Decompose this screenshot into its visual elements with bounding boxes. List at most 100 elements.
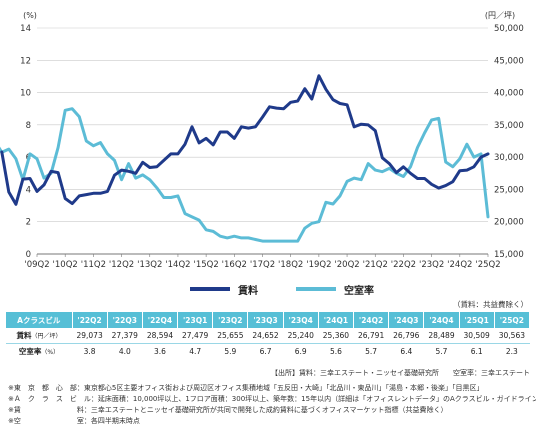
right-tick-label: 35,000: [494, 121, 524, 131]
legend-rent: 賃料: [190, 281, 258, 297]
vacancy-cell: 3.8: [83, 347, 96, 356]
x-axis: '09Q2 '10Q2'11Q2'12Q2'13Q2'14Q2'15Q2 '16Q2…: [24, 254, 501, 270]
x-tick-label: '10Q2: [53, 260, 78, 270]
vacancy-cell: 4.7: [189, 347, 202, 356]
left-tick-label: 12: [20, 56, 31, 66]
vacancy-row-label: 空室率（%）: [6, 344, 72, 360]
rent-line: [0, 74, 490, 206]
right-tick-label: 25,000: [494, 185, 524, 195]
rent-cell: 25,240: [283, 328, 319, 344]
right-axis-unit: (円／坪): [485, 11, 515, 20]
legend-vacancy: 空室率: [296, 281, 374, 297]
x-tick-label: '14Q2: [165, 260, 190, 270]
vacancy-line: [0, 107, 490, 243]
vacancy-cell: 6.9: [294, 347, 307, 356]
quarter-header: '25Q1: [459, 312, 495, 328]
quarter-header: '23Q3: [247, 312, 284, 328]
x-tick-label: '17Q2: [250, 260, 275, 270]
x-tick-label: '09Q2: [24, 260, 49, 270]
table-vacancy-row: 空室率（%） 3.8 4.0 3.6 4.7 5.9 6.7 6.9 5.6 5.7 6.4 5.7…: [6, 344, 530, 360]
quarter-header: '24Q1: [318, 312, 355, 328]
x-tick-label: '19Q2: [306, 260, 331, 270]
quarter-header: '23Q2: [212, 312, 249, 328]
x-tick-label: '22Q2: [391, 260, 416, 270]
rent-cell: 28,594: [142, 328, 178, 344]
right-tick-label: 40,000: [494, 89, 524, 99]
x-tick-label: '20Q2: [334, 260, 359, 270]
right-tick-label: 30,000: [494, 153, 524, 163]
note-line: ※Ａ ク ラ ス ビ ル：延床面積：10,000坪以上、1フロア面積：300坪以…: [8, 395, 536, 403]
right-axis: 15,000 20,000 25,000 30,000 35,000 40,000 45,0…: [494, 24, 524, 260]
x-tick-label: '16Q2: [222, 260, 247, 270]
quarter-header: '24Q3: [388, 312, 425, 328]
note-line: ※東 京 都 心 部：東京都心5区主要オフィス街および周辺区オフィス集積地域「五…: [8, 384, 484, 392]
series-layer: [0, 74, 490, 243]
vacancy-label-text: 空室率: [18, 347, 42, 356]
quarter-header: '22Q4: [142, 312, 179, 328]
quarter-header: '24Q4: [423, 312, 460, 328]
rent-cell: 27,479: [177, 328, 213, 344]
left-tick-label: 4: [26, 185, 31, 195]
right-tick-label: 45,000: [494, 56, 524, 66]
source-line: 【出所】賃料：三幸エステート・ニッセイ基礎研究所 空室率：三幸エステート: [271, 369, 530, 377]
left-tick-label: 14: [20, 24, 31, 34]
rent-row-label: 賃料（円／坪）: [6, 328, 72, 344]
vacancy-cell: 5.9: [224, 347, 237, 356]
vacancy-cell: 5.6: [329, 347, 342, 356]
rent-cell: 25,655: [212, 328, 248, 344]
right-tick-label: 20,000: [494, 218, 524, 228]
vacancy-cell: 5.7: [435, 347, 448, 356]
left-tick-label: 0: [26, 250, 31, 260]
quarter-header: '22Q2: [72, 312, 108, 328]
table-rent-row: 賃料（円／坪） 29,073 27,379 28,594 27,479 25,655 24…: [6, 328, 530, 344]
table-corner: Aクラスビル: [6, 312, 73, 328]
note-line: ※賃 料：三幸エステートとニッセイ基礎研究所が共同で開発した成約賃料に基づくオフ…: [8, 406, 448, 414]
data-table: Aクラスビル '22Q2'22Q3'22Q4'23Q1'23Q2'23Q3'23…: [6, 312, 531, 360]
right-tick-label: 15,000: [494, 250, 524, 260]
quarter-header: '22Q3: [107, 312, 143, 328]
x-tick-label: '12Q2: [109, 260, 134, 270]
x-tick-label: '18Q2: [278, 260, 303, 270]
x-tick-label: '21Q2: [363, 260, 388, 270]
legend-rent-label: 賃料: [238, 285, 258, 297]
left-axis-unit: (%): [23, 11, 37, 20]
rent-cell: 26,796: [388, 328, 424, 344]
table-header-row: Aクラスビル '22Q2'22Q3'22Q4'23Q1'23Q2'23Q3'23…: [6, 312, 531, 328]
rent-unit-text: （円／坪）: [31, 333, 62, 340]
rent-cell: 30,509: [459, 328, 495, 344]
vacancy-cell: 3.6: [154, 347, 166, 356]
notes: 【出所】賃料：三幸エステート・ニッセイ基礎研究所 空室率：三幸エステート ※東 …: [8, 368, 536, 427]
vacancy-cell: 4.0: [118, 347, 131, 356]
quarter-header: '24Q2: [353, 312, 390, 328]
x-tick-label: '11Q2: [81, 260, 106, 270]
quarter-header: '25Q2: [494, 312, 531, 328]
rent-cell: 29,073: [72, 328, 108, 344]
x-tick-label: '24Q2: [447, 260, 472, 270]
rent-label-text: 賃料: [16, 331, 32, 340]
x-tick-label: '15Q2: [193, 260, 218, 270]
vacancy-unit-text: （%）: [41, 349, 60, 356]
vacancy-cell: 2.3: [505, 347, 518, 356]
legend-rent-swatch: [190, 287, 230, 291]
rent-cell: 30,563: [494, 328, 530, 344]
legend-vacancy-swatch: [296, 287, 336, 291]
left-tick-label: 2: [26, 218, 31, 228]
vacancy-cell: 6.1: [470, 347, 483, 356]
rent-cell: 27,379: [107, 328, 143, 344]
vacancy-cell: 5.7: [365, 347, 378, 356]
left-tick-label: 10: [20, 89, 31, 99]
rent-cell: 28,489: [423, 328, 460, 344]
rent-cell: 24,652: [247, 328, 284, 344]
right-tick-label: 50,000: [494, 24, 524, 34]
quarter-header: '23Q4: [283, 312, 319, 328]
left-tick-label: 8: [26, 121, 31, 131]
vacancy-cell: 6.7: [259, 347, 272, 356]
vacancy-cell: 6.4: [400, 347, 413, 356]
rent-cell: 26,791: [353, 328, 389, 344]
quarter-header: '23Q1: [177, 312, 214, 328]
legend: 賃料 空室率: [0, 281, 536, 297]
legend-vacancy-label: 空室率: [344, 285, 374, 297]
table-note: （賃料：共益費除く）: [453, 300, 528, 309]
